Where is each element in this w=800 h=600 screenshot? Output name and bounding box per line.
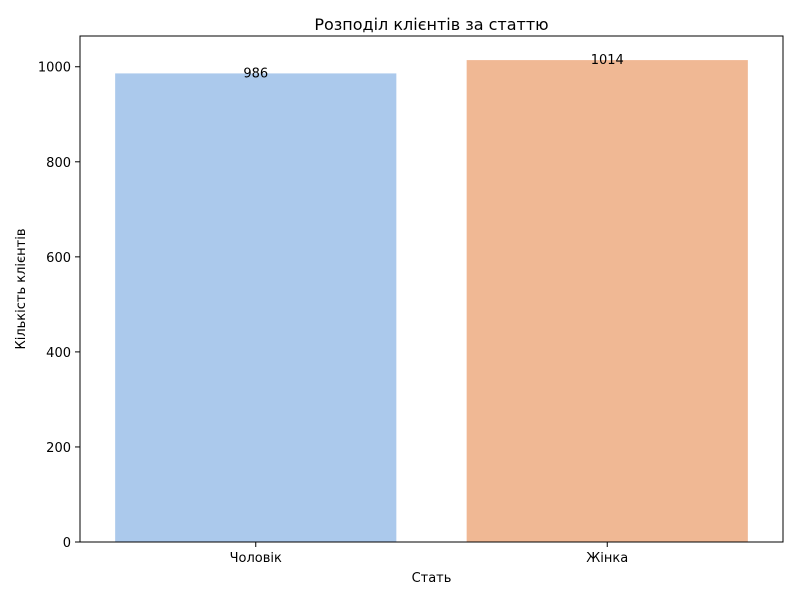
y-axis-label: Кількість клієнтів xyxy=(14,228,29,349)
y-tick-label-4: 800 xyxy=(46,156,71,171)
bars-group xyxy=(115,60,748,542)
y-tick-label-1: 200 xyxy=(46,441,71,456)
y-tick-label-3: 600 xyxy=(46,251,71,266)
data-labels-group: 986 1014 xyxy=(243,53,623,81)
y-tick-label-0: 0 xyxy=(63,536,71,551)
x-axis: Чоловік Жінка xyxy=(230,542,628,566)
x-axis-label: Стать xyxy=(412,571,452,586)
bar-0 xyxy=(115,73,397,542)
y-tick-label-5: 1000 xyxy=(38,61,71,76)
chart-title: Розподіл клієнтів за статтю xyxy=(314,15,548,34)
bar-value-label-0: 986 xyxy=(243,66,268,81)
bar-1 xyxy=(466,60,748,542)
y-tick-label-2: 400 xyxy=(46,346,71,361)
y-axis: 0 200 400 600 800 1000 xyxy=(38,61,80,551)
bar-value-label-1: 1014 xyxy=(591,53,624,68)
x-tick-label-1: Жінка xyxy=(586,551,628,566)
x-tick-label-0: Чоловік xyxy=(230,551,282,566)
plot-frame xyxy=(79,35,784,543)
